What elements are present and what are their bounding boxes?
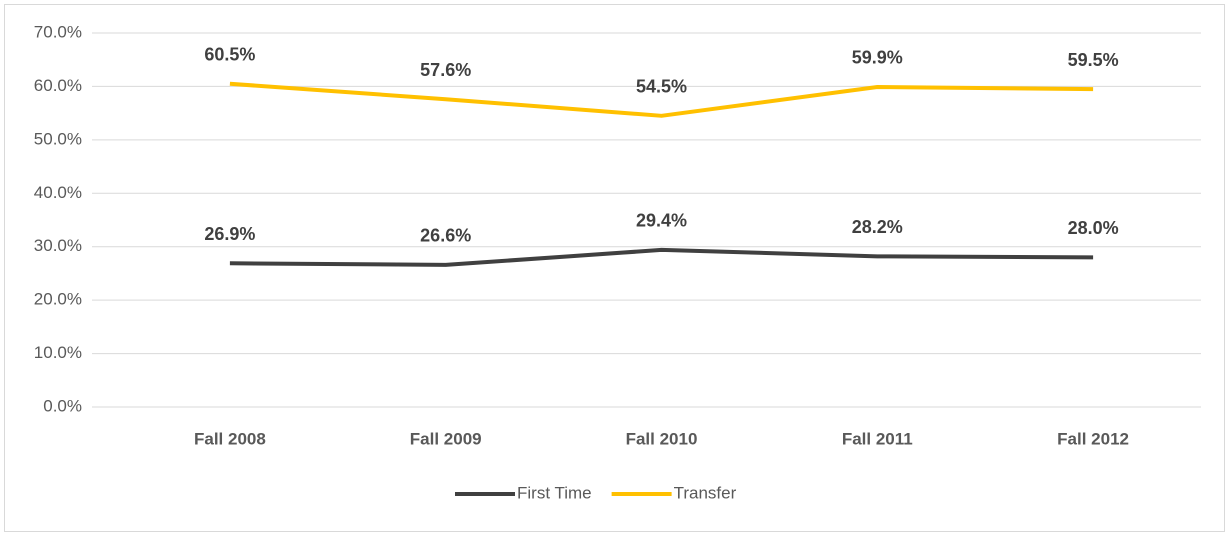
data-label: 59.5%	[1068, 50, 1119, 70]
data-label: 26.9%	[204, 224, 255, 244]
data-label: 60.5%	[204, 45, 255, 65]
x-tick-label: Fall 2012	[1057, 429, 1129, 448]
y-tick-label: 50.0%	[34, 129, 82, 148]
x-tick-label: Fall 2009	[410, 429, 482, 448]
data-label: 29.4%	[636, 211, 687, 231]
data-label: 54.5%	[636, 77, 687, 97]
x-tick-label: Fall 2010	[626, 429, 698, 448]
x-tick-label: Fall 2011	[842, 429, 913, 448]
legend-label: Transfer	[674, 483, 737, 502]
series-line	[229, 247, 1094, 267]
data-label: 26.6%	[420, 226, 471, 246]
y-tick-label: 70.0%	[34, 22, 82, 41]
data-label: 57.6%	[420, 60, 471, 80]
data-label: 59.9%	[852, 48, 903, 68]
y-tick-label: 20.0%	[34, 290, 82, 309]
legend-label: First Time	[517, 483, 592, 502]
y-tick-label: 0.0%	[43, 396, 82, 415]
y-tick-label: 30.0%	[34, 236, 82, 255]
data-label: 28.0%	[1068, 218, 1119, 238]
x-tick-label: Fall 2008	[194, 429, 266, 448]
y-tick-label: 10.0%	[34, 343, 82, 362]
y-tick-label: 40.0%	[34, 183, 82, 202]
series-line	[229, 81, 1094, 118]
data-label: 28.2%	[852, 217, 903, 237]
y-tick-label: 60.0%	[34, 76, 82, 95]
chart-border	[4, 4, 1225, 532]
